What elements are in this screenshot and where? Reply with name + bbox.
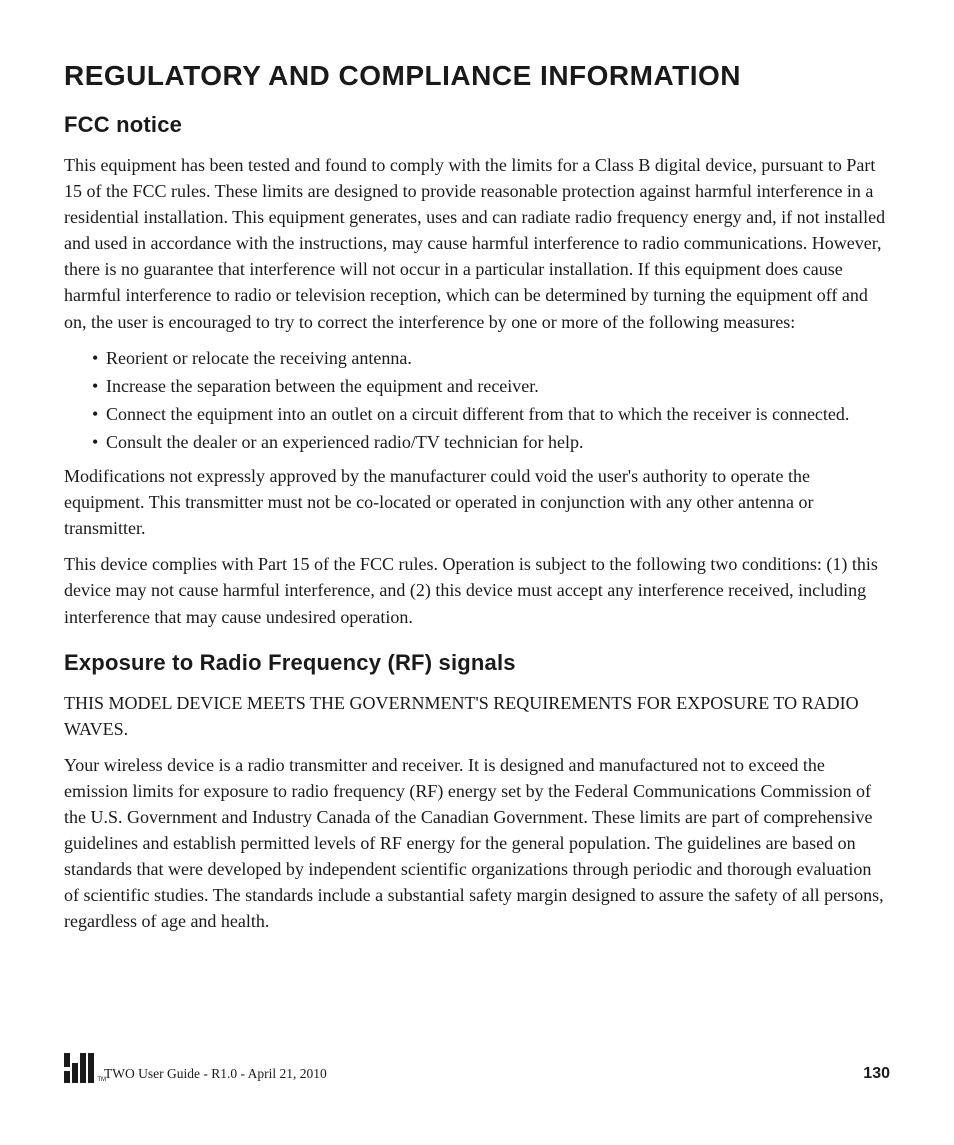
- list-item: Reorient or relocate the receiving anten…: [78, 345, 890, 371]
- body-paragraph: This equipment has been tested and found…: [64, 152, 890, 335]
- page-title: REGULATORY AND COMPLIANCE INFORMATION: [64, 60, 890, 92]
- body-paragraph: This device complies with Part 15 of the…: [64, 551, 890, 629]
- bullet-list: Reorient or relocate the receiving anten…: [64, 345, 890, 455]
- body-paragraph: Modifications not expressly approved by …: [64, 463, 890, 541]
- footer-text: TWO User Guide - R1.0 - April 21, 2010: [104, 1066, 327, 1083]
- page-number: 130: [863, 1065, 890, 1083]
- section-heading-rf: Exposure to Radio Frequency (RF) signals: [64, 650, 890, 676]
- list-item: Increase the separation between the equi…: [78, 373, 890, 399]
- trademark-label: TM: [97, 1077, 106, 1083]
- kin-logo-icon: TM: [64, 1053, 98, 1083]
- section-heading-fcc: FCC notice: [64, 112, 890, 138]
- body-paragraph: THIS MODEL DEVICE MEETS THE GOVERNMENT'S…: [64, 690, 890, 742]
- list-item: Consult the dealer or an experienced rad…: [78, 429, 890, 455]
- page-footer: TM TWO User Guide - R1.0 - April 21, 201…: [64, 1053, 890, 1083]
- footer-left: TM TWO User Guide - R1.0 - April 21, 201…: [64, 1053, 327, 1083]
- list-item: Connect the equipment into an outlet on …: [78, 401, 890, 427]
- body-paragraph: Your wireless device is a radio transmit…: [64, 752, 890, 935]
